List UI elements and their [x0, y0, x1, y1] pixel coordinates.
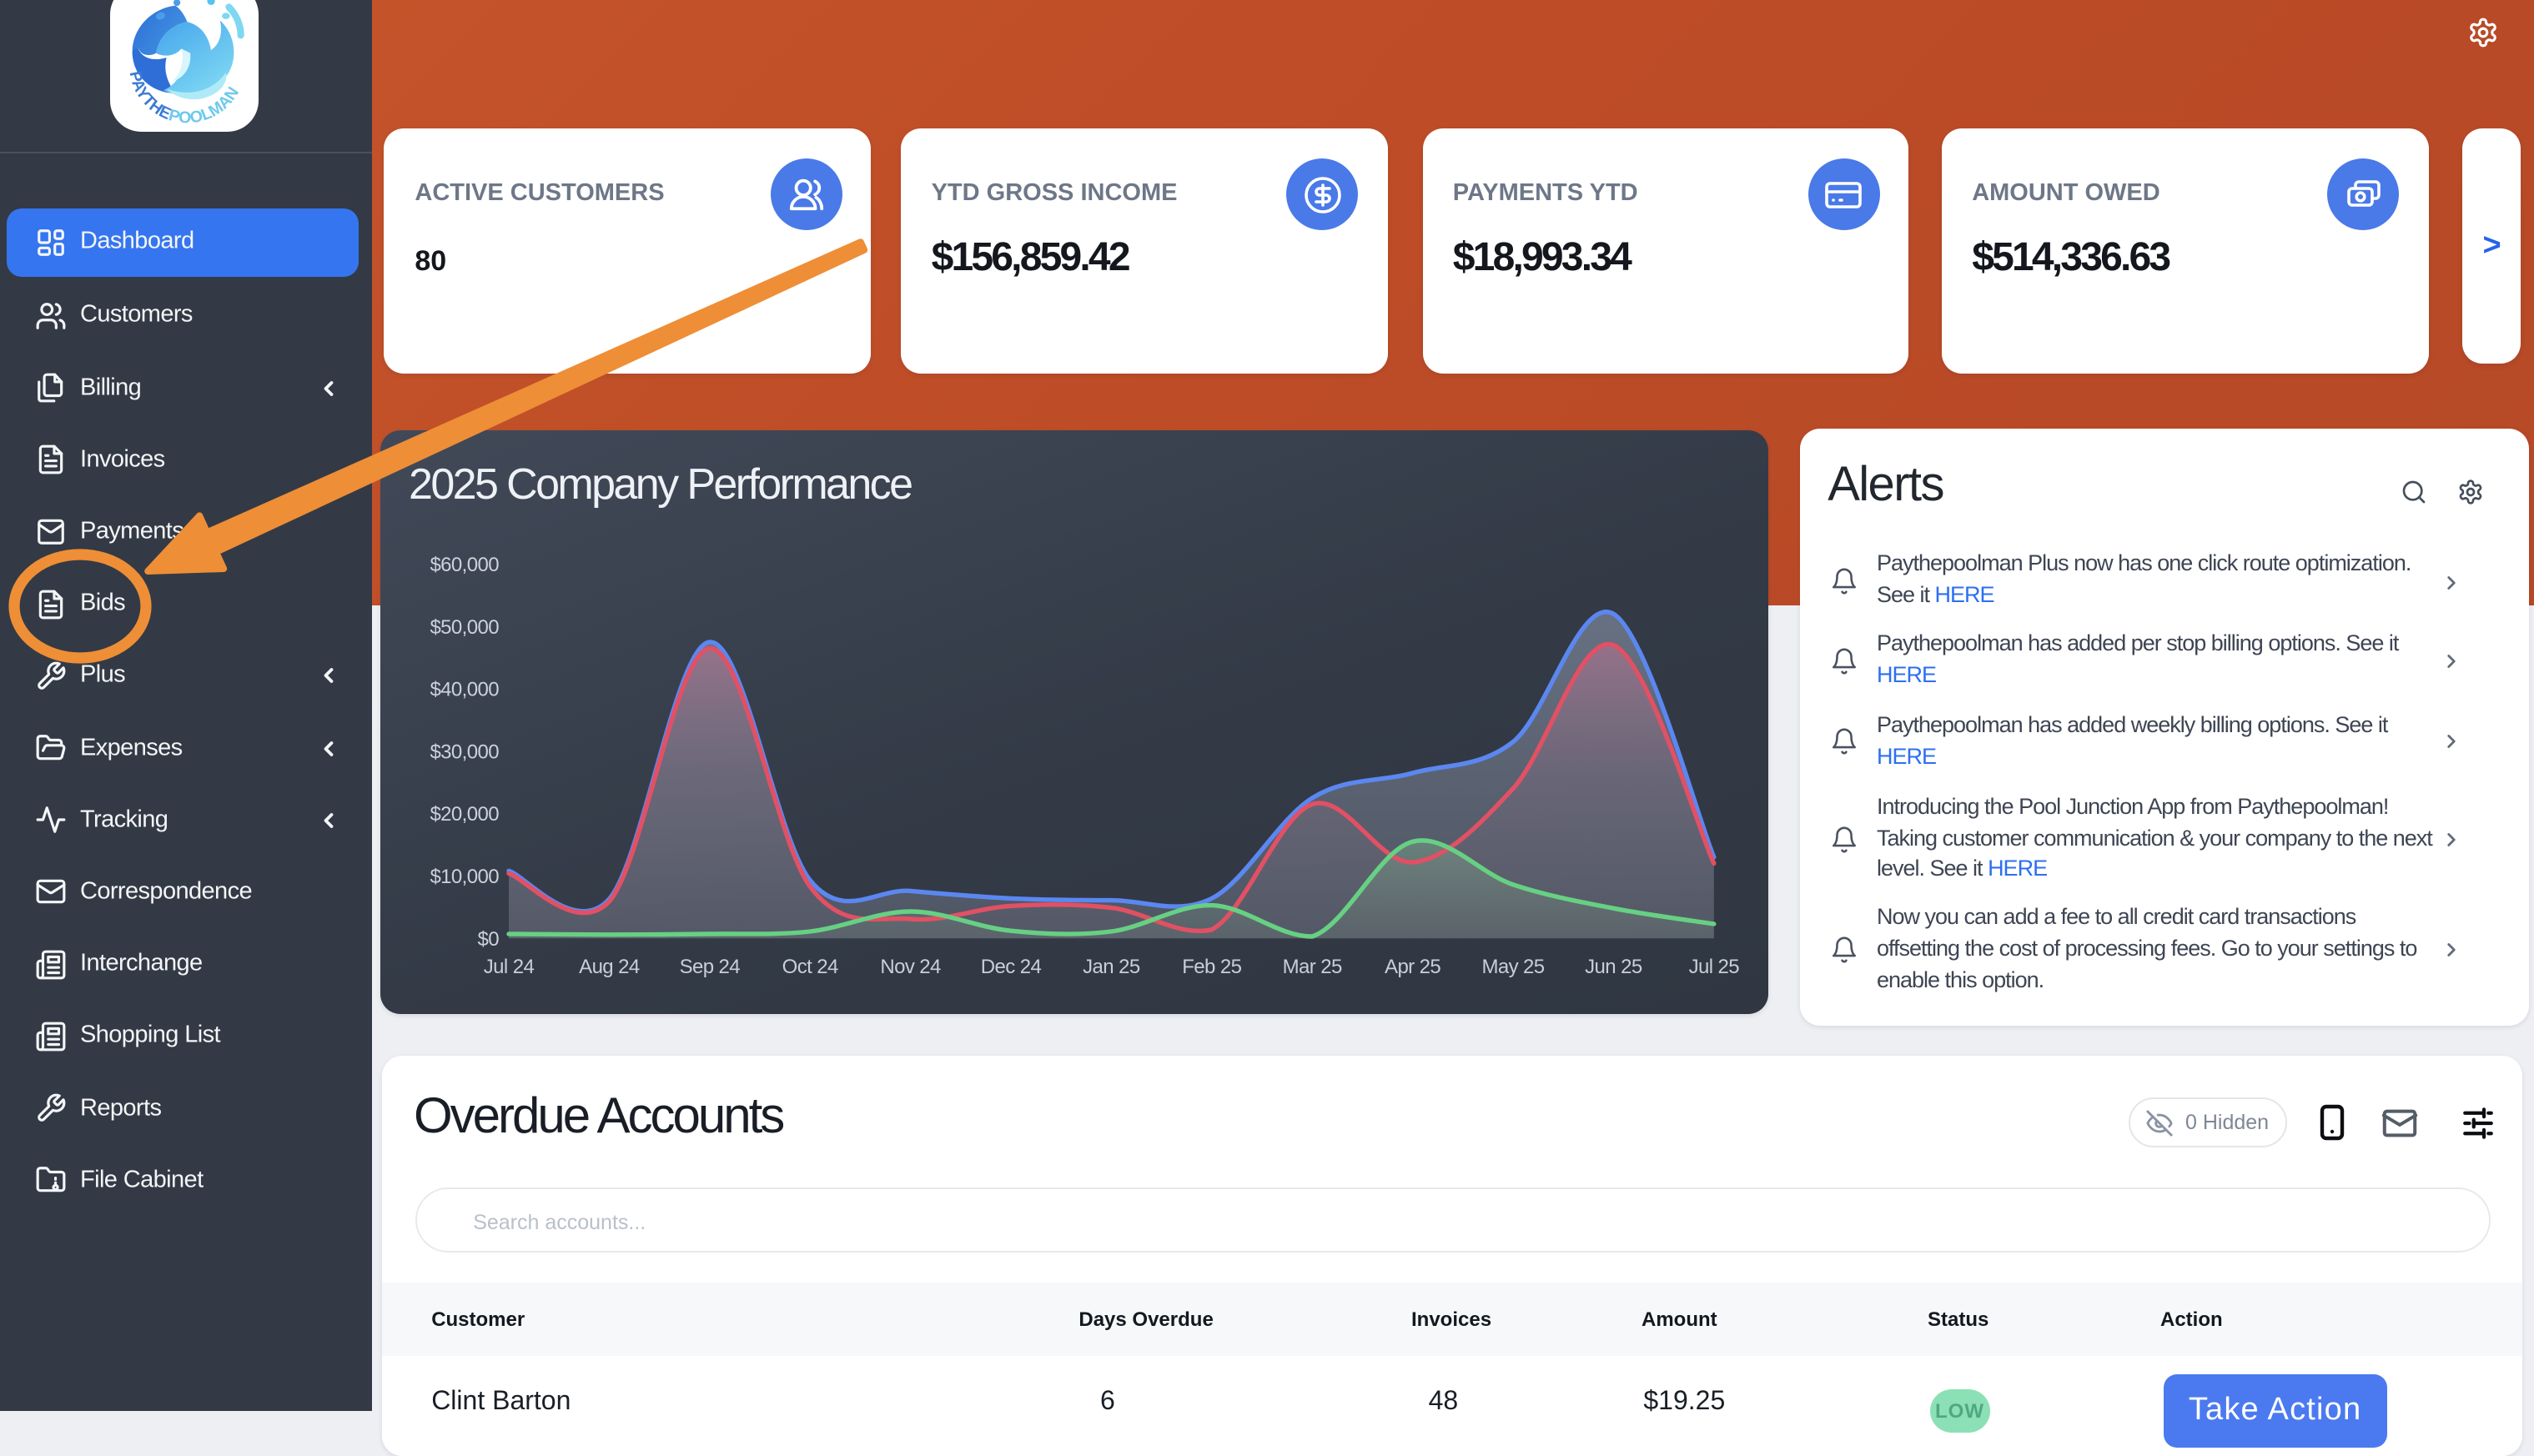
svg-text:$20,000: $20,000: [430, 803, 499, 826]
svg-text:$30,000: $30,000: [430, 741, 499, 763]
svg-text:$0: $0: [478, 928, 500, 951]
svg-text:$60,000: $60,000: [430, 554, 499, 576]
svg-text:$10,000: $10,000: [430, 866, 499, 888]
svg-text:May 25: May 25: [1481, 956, 1544, 978]
svg-text:$50,000: $50,000: [430, 616, 499, 639]
svg-text:Jul 25: Jul 25: [1689, 956, 1740, 978]
svg-text:Nov 24: Nov 24: [880, 956, 941, 978]
svg-text:Aug 24: Aug 24: [579, 956, 640, 978]
svg-text:Jan 25: Jan 25: [1083, 956, 1140, 978]
svg-text:Mar 25: Mar 25: [1283, 956, 1342, 978]
svg-text:Jul 24: Jul 24: [484, 956, 535, 978]
svg-text:Oct 24: Oct 24: [782, 956, 838, 978]
svg-text:Feb 25: Feb 25: [1182, 956, 1241, 978]
svg-text:Jun 25: Jun 25: [1585, 956, 1642, 978]
svg-text:Dec 24: Dec 24: [981, 956, 1042, 978]
svg-text:Sep 24: Sep 24: [680, 956, 741, 978]
svg-text:Apr 25: Apr 25: [1385, 956, 1440, 978]
svg-text:$40,000: $40,000: [430, 679, 499, 701]
